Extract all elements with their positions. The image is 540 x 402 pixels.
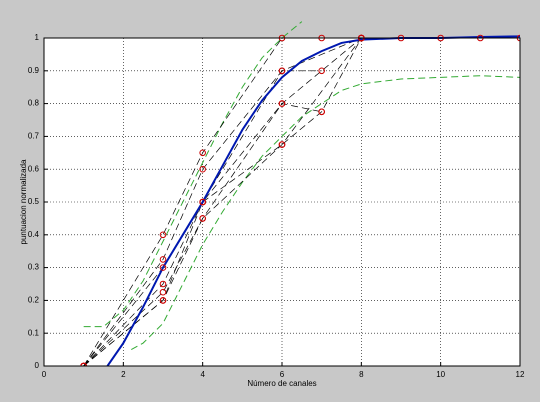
data-point [278, 67, 286, 75]
data-line [83, 103, 322, 366]
y-tick-label: 0.2 [28, 296, 40, 305]
data-point [199, 198, 206, 206]
data-point [199, 215, 206, 222]
data-point [318, 108, 325, 116]
data-point [278, 100, 286, 107]
x-tick-label: 6 [280, 370, 285, 379]
data-point [80, 362, 87, 366]
confidence-band [131, 75, 520, 351]
x-tick-label: 12 [516, 370, 525, 379]
x-axis-label: Número de canales [247, 379, 316, 388]
data-line [83, 37, 362, 366]
y-tick-label: 0 [35, 361, 40, 370]
data-point [278, 141, 286, 148]
x-tick-label: 8 [359, 370, 364, 379]
data-point [199, 165, 206, 173]
y-tick-label: 0.1 [28, 328, 40, 337]
y-tick-label: 1 [35, 33, 40, 42]
y-tick-label: 0.3 [28, 263, 40, 272]
x-tick-label: 0 [42, 370, 47, 379]
y-tick-label: 0.9 [28, 66, 40, 75]
y-tick-label: 0.8 [28, 99, 40, 108]
y-axis-label: puntuacion normalizada [19, 159, 28, 244]
data-point [199, 149, 206, 157]
y-tick-label: 0.7 [28, 132, 40, 141]
data-line [83, 70, 322, 366]
data-point [159, 288, 167, 296]
x-tick-label: 2 [121, 370, 126, 379]
x-tick-label: 10 [436, 370, 445, 379]
y-tick-label: 0.4 [28, 230, 40, 239]
data-line [83, 37, 362, 366]
data-point [159, 264, 167, 271]
data-point [159, 280, 167, 288]
data-point [159, 231, 167, 239]
y-tick-label: 0.5 [28, 197, 40, 206]
x-tick-label: 4 [200, 370, 205, 379]
y-tick-label: 0.6 [28, 164, 40, 173]
confidence-band [83, 21, 303, 328]
data-point [318, 67, 325, 75]
data-point [159, 297, 167, 304]
data-point [159, 256, 167, 263]
